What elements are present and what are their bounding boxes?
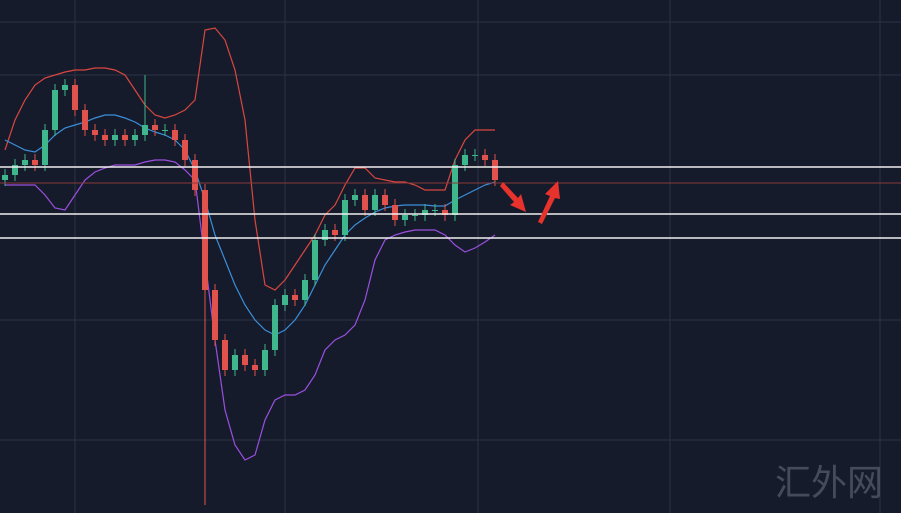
candle-body (82, 110, 88, 130)
candle-body (292, 295, 298, 300)
candle-body (132, 135, 138, 140)
candle-body (122, 135, 128, 140)
arrow-up (538, 181, 560, 224)
candle-body (12, 165, 18, 175)
candle-body (212, 290, 218, 340)
candle-body (472, 155, 478, 156)
candle-body (492, 160, 498, 180)
candle-body (412, 215, 418, 216)
candle-body (252, 365, 258, 370)
candle-body (22, 160, 28, 165)
candle-body (332, 230, 338, 235)
candle-body (392, 205, 398, 220)
candle-body (192, 160, 198, 190)
candle-body (32, 160, 38, 165)
candle-body (152, 125, 158, 130)
candle-body (432, 210, 438, 211)
candle-body (372, 195, 378, 210)
candle-body (362, 195, 368, 210)
candle-body (202, 190, 208, 290)
candle-body (482, 155, 488, 160)
candle-body (452, 165, 458, 215)
candle-body (92, 130, 98, 135)
candle-body (2, 175, 8, 180)
candle-body (312, 240, 318, 280)
candle-body (62, 85, 68, 90)
levels (0, 166, 901, 239)
candle-body (272, 305, 278, 350)
candle-body (322, 230, 328, 240)
arrow-down (500, 182, 526, 212)
candle-body (42, 130, 48, 165)
candle-body (222, 340, 228, 370)
candle-body (112, 135, 118, 140)
candle-body (172, 130, 178, 140)
candle-body (162, 130, 168, 131)
candle-body (282, 295, 288, 305)
candle-body (302, 280, 308, 300)
candle-body (342, 200, 348, 235)
candle-body (232, 355, 238, 370)
candle-body (52, 90, 58, 130)
candle-body (72, 85, 78, 110)
candle-body (462, 155, 468, 165)
candle-body (142, 125, 148, 135)
candle-body (102, 135, 108, 140)
arrows (500, 181, 560, 224)
candle-body (242, 355, 248, 365)
candle-body (182, 140, 188, 160)
candle-body (422, 210, 428, 215)
watermark: 汇外网 (775, 463, 883, 504)
band-line (4, 27, 495, 291)
candle-body (402, 215, 408, 220)
candle-body (352, 195, 358, 200)
band-line (5, 159, 496, 461)
candle-body (442, 210, 448, 215)
candle-body (262, 350, 268, 370)
candle-body (382, 195, 388, 205)
